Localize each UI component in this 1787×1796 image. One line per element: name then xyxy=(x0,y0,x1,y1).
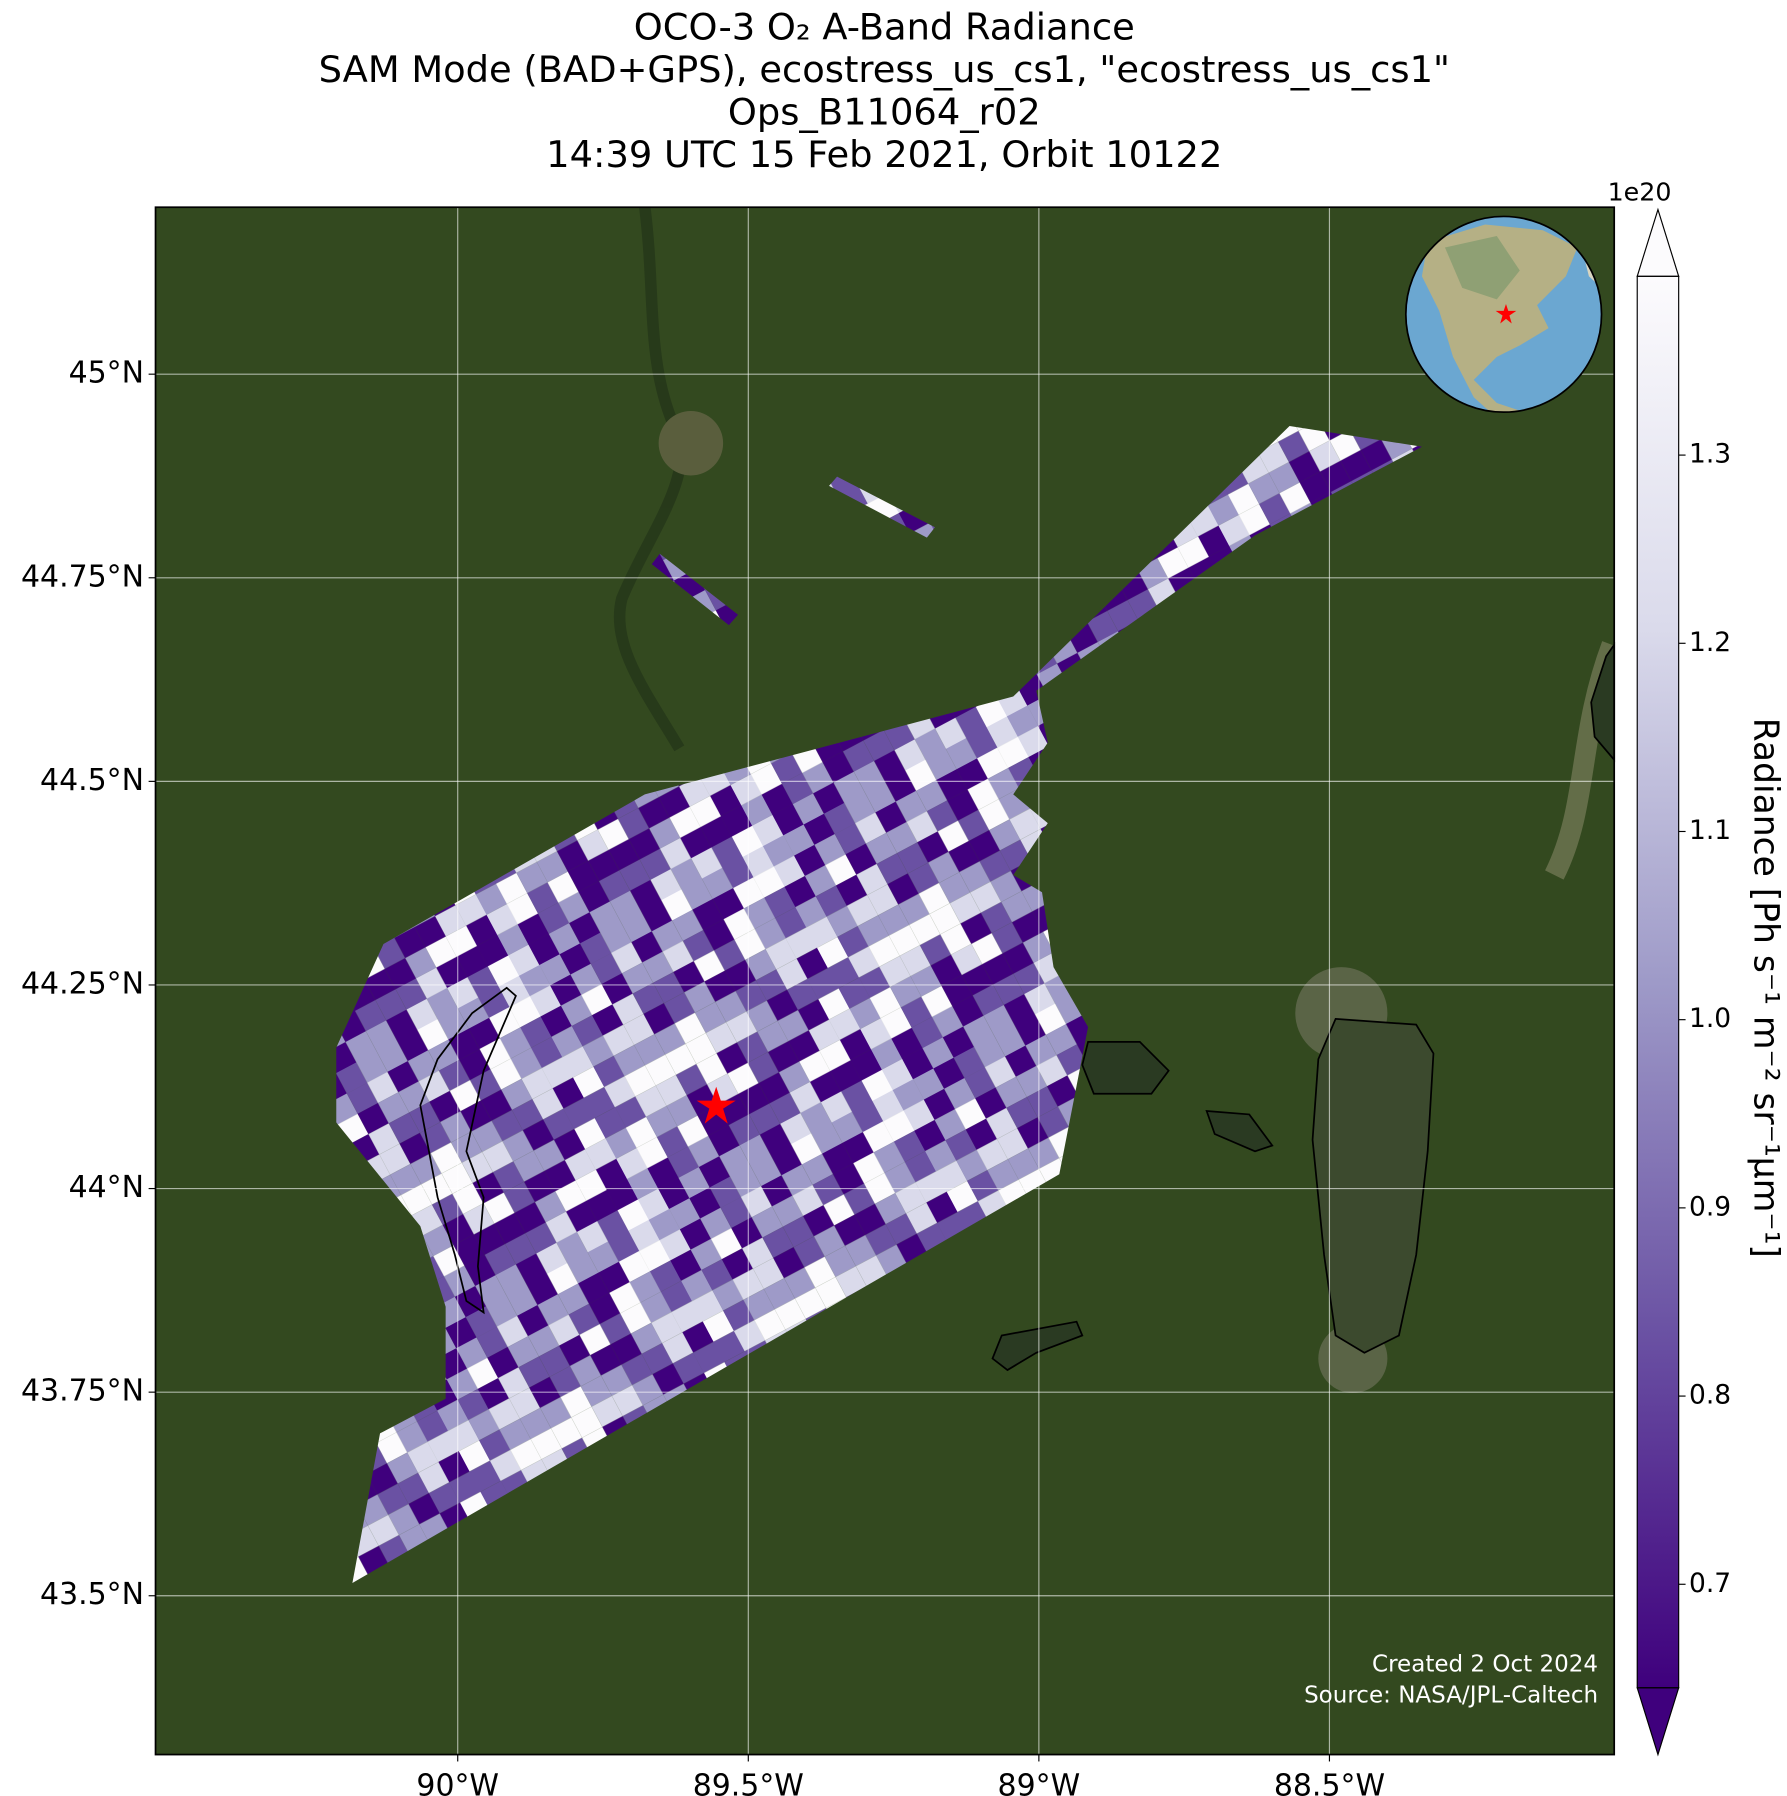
colorbar-tick-label: 1.1 xyxy=(1689,815,1731,846)
colorbar-tick-label: 0.7 xyxy=(1689,1568,1731,1599)
colorbar-tick-label: 1.0 xyxy=(1689,1003,1731,1034)
grid xyxy=(155,207,1615,1755)
footer-created: Created 2 Oct 2024 xyxy=(1372,1651,1598,1677)
y-tick-label: 44.75°N xyxy=(21,559,144,594)
colorbar-tick-label: 1.3 xyxy=(1689,439,1731,470)
footer-source: Source: NASA/JPL-Caltech xyxy=(1304,1682,1598,1708)
y-tick-label: 43.5°N xyxy=(40,1577,144,1612)
y-tick-label: 44°N xyxy=(69,1170,144,1205)
colorbar-exponent: 1e20 xyxy=(1608,176,1672,206)
x-tick-label: 89°W xyxy=(998,1768,1081,1796)
colorbar: 0.7 0.8 0.9 1.0 1.1 1.2 1.3 1e20 Radiance [Ph s⁻… xyxy=(1608,176,1785,1757)
colorbar-label: Radiance [Ph s⁻¹ m⁻² sr⁻¹µm⁻¹] xyxy=(1745,718,1785,1258)
radiance-swath xyxy=(336,425,1422,1584)
axis-ticks: 90°W 89.5°W 89°W 88.5°W 43.5°N 43.75°N 44°N 44.… xyxy=(21,356,1385,1796)
x-tick-label: 89.5°W xyxy=(693,1768,804,1796)
colorbar-frame xyxy=(1636,275,1680,1689)
y-tick-label: 44.25°N xyxy=(21,966,144,1001)
title-line: OCO-3 O₂ A-Band Radiance xyxy=(634,5,1135,48)
colorbar-tick-label: 0.8 xyxy=(1689,1380,1731,1411)
x-tick-label: 90°W xyxy=(416,1768,499,1796)
colorbar-tick-label: 0.9 xyxy=(1689,1191,1731,1222)
y-tick-label: 44.5°N xyxy=(40,763,144,798)
title-line: 14:39 UTC 15 Feb 2021, Orbit 10122 xyxy=(546,133,1222,176)
site-marker xyxy=(696,1086,736,1124)
colorbar-extend-top xyxy=(1636,207,1680,277)
x-tick-label: 88.5°W xyxy=(1274,1768,1385,1796)
map-frame xyxy=(154,206,1616,1756)
y-tick-label: 43.75°N xyxy=(21,1374,144,1409)
title-line: Ops_B11064_r02 xyxy=(728,90,1041,133)
colorbar-body xyxy=(1637,276,1679,1688)
colorbar-tick-label: 1.2 xyxy=(1689,627,1731,658)
title-line: SAM Mode (BAD+GPS), ecostress_us_cs1, "e… xyxy=(319,48,1450,91)
y-tick-label: 45°N xyxy=(69,356,144,391)
globe-inset xyxy=(1404,215,1603,414)
colorbar-extend-bottom xyxy=(1636,1687,1680,1757)
